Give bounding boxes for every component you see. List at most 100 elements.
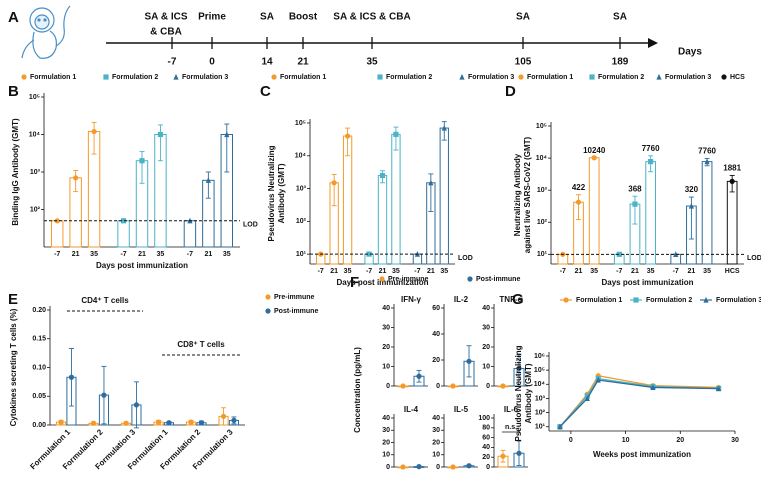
y-tick-label: 10¹ [535, 424, 546, 431]
bar [439, 127, 449, 265]
bar-point [591, 155, 597, 161]
timeline-event: SA [260, 12, 274, 23]
y-tick-label: 0.15 [32, 336, 46, 343]
x-tick-label: 35 [590, 268, 598, 275]
y-tick-label: 10³ [535, 395, 546, 402]
timeline-day: 14 [261, 57, 273, 68]
panel-title: IL-5 [454, 405, 469, 414]
timeline-event: & CBA [150, 27, 182, 38]
panel-title: TNF-α [499, 295, 522, 304]
y-axis-label: Antibody (GMT) [524, 363, 533, 423]
legend-label: Formulation 3 [716, 297, 761, 304]
y-tick-label: 10⁵ [536, 123, 547, 130]
bar-point [632, 201, 638, 207]
y-tick-label: 10¹ [296, 251, 307, 258]
legend-marker [271, 74, 277, 80]
x-tick-label: 21 [427, 268, 435, 275]
y-tick-label: 10³ [537, 187, 548, 194]
x-tick-label: 30 [731, 437, 739, 444]
panel-label: A [8, 9, 19, 26]
bar-point [73, 175, 79, 181]
reference-label: LOD [747, 255, 761, 262]
timeline-day: 105 [515, 57, 532, 68]
x-tick-label: 20 [676, 437, 684, 444]
bar-point [416, 373, 422, 379]
line-point [715, 385, 722, 392]
x-tick-label: 21 [138, 251, 146, 258]
x-tick-label: 35 [223, 251, 231, 258]
bar-point [673, 251, 679, 257]
bar-point [516, 365, 522, 372]
y-tick-label: 10² [30, 206, 41, 213]
line-point [595, 376, 601, 383]
panel-label: C [260, 83, 271, 100]
annotation: CD8⁺ T cells [177, 340, 225, 349]
y-tick-label: 0 [386, 383, 390, 390]
y-tick-label: 10³ [30, 169, 41, 176]
x-tick-label: 35 [157, 251, 165, 258]
y-tick-label: 40 [382, 305, 390, 312]
x-tick-label: -7 [366, 268, 372, 275]
bar-point [648, 159, 654, 165]
annotation: CD4⁺ T cells [81, 296, 129, 305]
bar-point [166, 420, 172, 426]
bar-point [393, 131, 399, 137]
reference-label: LOD [243, 222, 258, 229]
bar-point [366, 251, 372, 257]
y-tick-label: 10⁴ [295, 153, 307, 160]
bar-point [688, 202, 694, 209]
bar-point [231, 417, 237, 423]
legend-marker [265, 294, 271, 300]
bar-point [139, 158, 145, 164]
y-tick-label: 10⁵ [534, 367, 545, 374]
y-tick-label: 10⁴ [29, 131, 41, 138]
bar [183, 220, 197, 248]
x-tick-label: 21 [204, 251, 212, 258]
bar-point [90, 420, 97, 426]
y-axis-label: Pseudovirus Neutralizing [267, 145, 276, 241]
x-tick-label: 35 [703, 268, 711, 275]
bar-point [58, 419, 64, 425]
legend-label: Post-immune [274, 308, 318, 315]
line-point [584, 395, 590, 402]
value-label: 320 [685, 185, 699, 194]
y-tick-label: 10⁵ [29, 94, 40, 101]
timeline-day: 189 [612, 57, 629, 68]
timeline-axis-label: Days [678, 47, 702, 58]
y-tick-label: 0 [386, 464, 390, 471]
bar-point [441, 124, 447, 131]
y-tick-label: 40 [482, 444, 490, 451]
x-tick-label: HCS [725, 268, 740, 275]
panel-label: E [8, 291, 18, 308]
bar-point [224, 131, 230, 138]
y-tick-label: 10 [382, 363, 390, 370]
x-tick-label: 21 [631, 268, 639, 275]
panel-label: B [8, 83, 19, 100]
legend-marker [103, 74, 109, 80]
value-label: 7760 [642, 144, 660, 153]
y-tick-label: 40 [432, 415, 440, 422]
legend-marker [21, 74, 27, 80]
value-label: 368 [628, 184, 642, 193]
legend-label: Formulation 3 [665, 74, 711, 81]
x-tick-label: 21 [379, 268, 387, 275]
y-tick-label: 0.20 [32, 307, 46, 314]
bar-point [155, 419, 162, 425]
bar-point [416, 464, 422, 470]
y-tick-label: 100 [478, 415, 490, 422]
bar [645, 161, 656, 265]
y-tick-label: 10⁴ [536, 155, 548, 162]
bar-point [188, 419, 194, 425]
legend-marker [633, 297, 639, 303]
y-axis-label: Cytokines secreting T cells (%) [9, 308, 18, 426]
bar-point [466, 358, 472, 364]
legend-marker [721, 74, 727, 80]
x-tick-label: 21 [575, 268, 583, 275]
y-tick-label: 30 [432, 427, 440, 434]
bar [391, 133, 401, 265]
bar [588, 157, 600, 265]
timeline-event: Boost [289, 12, 318, 23]
y-tick-label: 30 [482, 324, 490, 331]
timeline-arrow [648, 38, 658, 48]
x-axis-label: Weeks post immunization [593, 450, 691, 459]
